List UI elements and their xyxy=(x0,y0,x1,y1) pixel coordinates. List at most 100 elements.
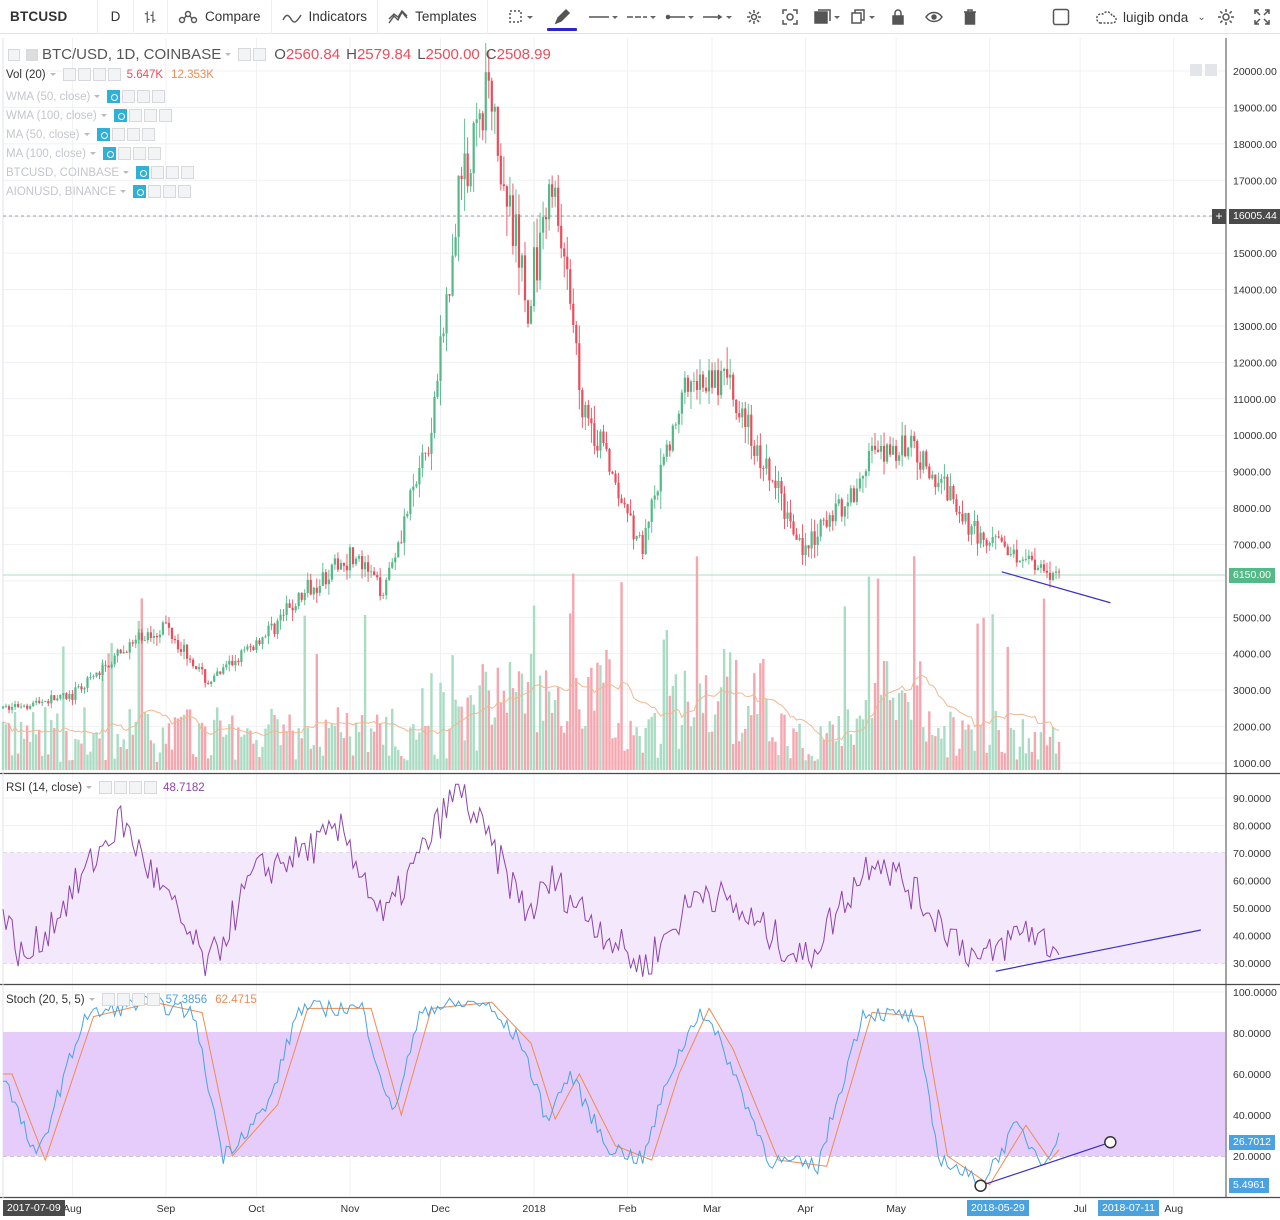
study-settings-icon[interactable] xyxy=(122,90,136,103)
candle-body xyxy=(578,343,581,391)
collapse-icon[interactable] xyxy=(8,48,20,61)
study-add-icon[interactable] xyxy=(166,166,180,179)
flag-icon[interactable] xyxy=(26,48,38,61)
visibility-button[interactable] xyxy=(916,0,952,34)
study-settings-icon[interactable] xyxy=(117,147,131,160)
candle-body xyxy=(810,531,813,549)
study-add-icon[interactable] xyxy=(137,90,151,103)
volume-bar xyxy=(614,737,617,770)
volume-bar xyxy=(297,728,300,770)
study-settings-icon[interactable] xyxy=(147,185,161,198)
symbol-search[interactable]: BTCUSD xyxy=(0,0,98,34)
rsi-settings-icon[interactable] xyxy=(114,781,128,794)
copy-button[interactable] xyxy=(844,0,880,34)
line-style-dashed[interactable] xyxy=(622,0,660,34)
stoch-eye-icon[interactable] xyxy=(101,993,115,1006)
volume-bar xyxy=(505,712,509,770)
vol-add-icon[interactable] xyxy=(92,68,106,81)
drawing-settings-button[interactable] xyxy=(736,0,772,34)
stoch-add-icon[interactable] xyxy=(131,993,145,1006)
study-close-icon[interactable] xyxy=(181,166,195,179)
remove-drawings-button[interactable] xyxy=(952,0,988,34)
volume-bar xyxy=(593,710,596,770)
rsi-tick-label: 70.0000 xyxy=(1233,848,1271,860)
stoch-settings-icon[interactable] xyxy=(116,993,130,1006)
volume-bar xyxy=(864,699,868,770)
volume-bar xyxy=(53,728,56,770)
move-pane-down-icon[interactable] xyxy=(1190,64,1202,76)
vol-close-icon[interactable] xyxy=(107,68,121,81)
candle-body xyxy=(191,659,195,667)
volume-bar xyxy=(200,722,204,770)
fullscreen-button[interactable] xyxy=(1244,0,1280,34)
study-settings-icon[interactable] xyxy=(151,166,165,179)
legend-eye-icon[interactable] xyxy=(238,48,252,61)
study-add-icon[interactable] xyxy=(132,147,146,160)
rsi-close-icon[interactable] xyxy=(144,781,158,794)
volume-bar xyxy=(74,738,77,770)
watchlist-toggle[interactable] xyxy=(1039,0,1083,34)
user-menu[interactable]: luigib onda ⌄ xyxy=(1083,0,1208,34)
candle-body xyxy=(934,474,937,488)
templates-button[interactable]: Templates xyxy=(378,0,488,34)
stoch-close-icon[interactable] xyxy=(146,993,160,1006)
study-eye-icon[interactable] xyxy=(102,147,116,160)
study-close-icon[interactable] xyxy=(147,147,161,160)
volume-bar xyxy=(475,750,478,770)
study-eye-icon[interactable] xyxy=(132,185,146,198)
rsi-eye-icon[interactable] xyxy=(99,781,113,794)
candle-body xyxy=(916,441,919,463)
compare-button[interactable]: Compare xyxy=(168,0,272,34)
vol-eye-icon[interactable] xyxy=(62,68,76,81)
add-alert-icon[interactable]: + xyxy=(1212,209,1226,224)
chart-canvas[interactable]: 20000.00 19000.00 18000.00 17000.00 15000.00… xyxy=(0,35,1280,1220)
study-add-icon[interactable] xyxy=(162,185,176,198)
layers-button[interactable] xyxy=(808,0,844,34)
candle-body xyxy=(508,195,512,207)
study-settings-icon[interactable] xyxy=(128,109,142,122)
chart-settings-button[interactable] xyxy=(1208,0,1244,34)
settings-icon xyxy=(747,10,761,24)
candle-body xyxy=(1036,567,1040,570)
selection-tool[interactable] xyxy=(500,0,540,34)
study-close-icon[interactable] xyxy=(177,185,191,198)
candle-body xyxy=(635,535,638,540)
bar-style-button[interactable] xyxy=(134,0,168,34)
volume-bar xyxy=(430,673,433,770)
price-tick-label: 13000.00 xyxy=(1233,321,1277,333)
interval-button[interactable]: D xyxy=(98,0,134,34)
candle-body xyxy=(204,669,207,683)
candle-body xyxy=(695,380,699,390)
brush-tool[interactable] xyxy=(540,0,584,34)
line-style-dotted[interactable] xyxy=(660,0,698,34)
study-add-icon[interactable] xyxy=(143,109,157,122)
indicators-button[interactable]: Indicators xyxy=(272,0,379,34)
study-eye-icon[interactable] xyxy=(113,109,127,122)
lock-button[interactable] xyxy=(880,0,916,34)
study-close-icon[interactable] xyxy=(158,109,172,122)
volume-bar xyxy=(662,639,665,770)
volume-bar xyxy=(535,732,539,770)
candle-body xyxy=(1039,564,1043,568)
candle-body xyxy=(904,435,907,457)
legend-settings-icon[interactable] xyxy=(253,48,267,61)
vol-settings-icon[interactable] xyxy=(77,68,91,81)
rsi-tick-label: 40.0000 xyxy=(1233,931,1271,943)
study-eye-icon[interactable] xyxy=(96,128,110,141)
candle-body xyxy=(623,502,626,505)
study-close-icon[interactable] xyxy=(152,90,166,103)
study-eye-icon[interactable] xyxy=(107,90,121,103)
arrow-line-tool[interactable] xyxy=(698,0,736,34)
rsi-add-icon[interactable] xyxy=(129,781,143,794)
candle-body xyxy=(973,520,976,527)
line-style-solid[interactable] xyxy=(584,0,622,34)
volume-bar xyxy=(225,734,228,770)
annotations xyxy=(974,571,1201,1192)
screenshot-button[interactable] xyxy=(772,0,808,34)
study-settings-icon[interactable] xyxy=(111,128,125,141)
maximize-pane-icon[interactable] xyxy=(1205,64,1217,76)
volume-bar xyxy=(433,754,436,770)
study-close-icon[interactable] xyxy=(141,128,155,141)
study-eye-icon[interactable] xyxy=(136,166,150,179)
study-add-icon[interactable] xyxy=(126,128,140,141)
